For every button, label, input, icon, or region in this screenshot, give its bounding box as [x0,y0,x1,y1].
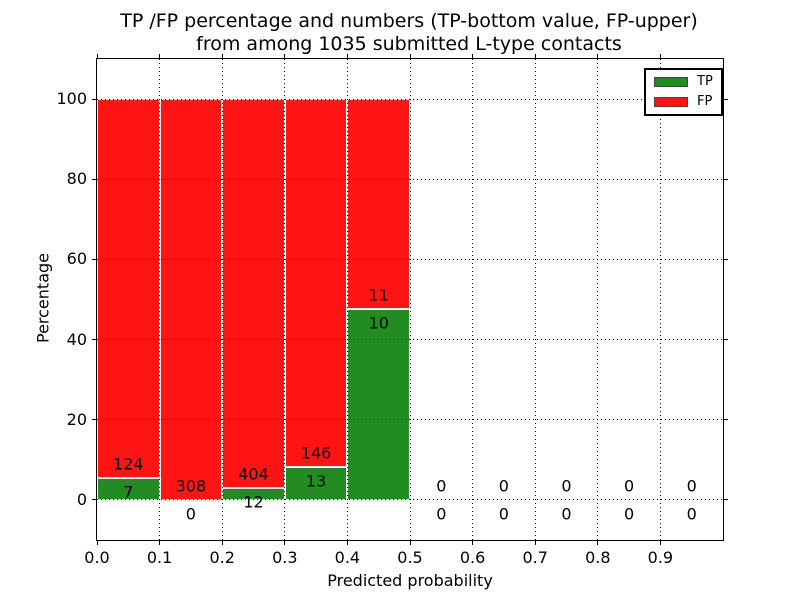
x-tick-mark [96,540,98,545]
x-gridline [534,59,536,540]
y-tick-label: 40 [66,329,87,349]
fp-bar-segment [159,99,223,500]
tp-count-label: 0 [498,504,509,524]
fp-bar-segment [97,99,160,479]
x-tick-label: 0.1 [146,548,173,567]
x-tick-label: 0.0 [84,548,110,567]
x-tick-mark [409,540,411,545]
x-tick-label: 0.7 [522,548,548,567]
x-tick-label: 0.4 [334,548,361,567]
x-gridline [597,59,599,540]
legend-item-fp: FP [654,95,713,109]
fp-count-label: 308 [175,476,207,496]
y-tick-mark-right [723,258,728,260]
tp-legend-label: TP [697,74,713,89]
fp-count-label: 0 [436,476,447,496]
y-tick-mark [92,339,97,341]
x-tick-mark-top [284,54,286,59]
tp-count-label: 0 [436,504,447,524]
tp-count-label: 12 [243,492,264,512]
tp-count-label: 0 [624,504,635,524]
x-tick-label: 0.9 [647,548,674,567]
fp-count-label: 0 [561,476,572,496]
x-tick-label: 0.5 [397,548,423,567]
x-tick-mark [221,540,223,545]
tp-bar-segment [347,309,410,500]
fp-count-label: 0 [624,476,635,496]
x-tick-mark-top [96,54,98,59]
y-tick-label: 80 [66,169,87,189]
x-tick-mark [159,540,161,545]
tp-count-label: 13 [305,471,327,491]
x-gridline [659,59,661,540]
x-tick-label: 0.3 [272,548,298,567]
fp-count-label: 0 [686,476,697,496]
x-gridline [472,59,474,540]
fp-count-label: 404 [238,464,269,484]
x-tick-mark [284,540,286,545]
y-tick-mark-right [723,98,728,100]
fp-bar-segment [347,99,410,310]
y-tick-label: 60 [66,249,87,269]
fp-count-label: 0 [498,476,509,496]
legend: TP FP [644,68,723,116]
plot-area: Predicted probability TP FP 124 7 308 0 404 1… [56,54,728,590]
x-tick-mark-top [534,54,536,59]
fp-count-label: 11 [368,285,389,305]
y-tick-label: 0 [76,489,87,509]
tp-count-label: 7 [123,482,134,502]
y-tick-label: 20 [66,409,87,429]
tp-count-label: 10 [368,313,389,333]
tp-count-label: 0 [686,504,697,524]
tp-count-label: 0 [185,504,196,524]
tp-legend-swatch [654,77,688,87]
x-tick-mark-top [659,54,661,59]
chart-title-line1: TP /FP percentage and numbers (TP-bottom… [120,10,698,32]
x-tick-label: 0.8 [585,548,611,567]
y-axis-label: Percentage [33,252,53,344]
x-tick-mark [659,540,661,545]
y-tick-mark [92,258,97,260]
x-tick-mark [472,540,474,545]
x-tick-label: 0.2 [209,548,235,567]
fp-bar-segment [284,99,348,468]
x-tick-mark [534,540,536,545]
fp-legend-label: FP [697,94,713,109]
chart-title: TP /FP percentage and numbers (TP-bottom… [96,10,722,56]
tp-count-label: 0 [561,504,572,524]
y-tick-mark-right [723,178,728,180]
y-tick-mark-right [723,499,728,501]
x-tick-mark-top [409,54,411,59]
x-tick-mark-top [346,54,348,59]
y-tick-mark [92,178,97,180]
x-tick-mark [597,540,599,545]
y-tick-mark-right [723,419,728,421]
x-tick-mark-top [472,54,474,59]
fp-legend-swatch [654,97,688,107]
x-tick-mark [346,540,348,545]
fp-bar-segment [222,99,285,489]
x-tick-mark-top [221,54,223,59]
x-tick-mark-top [159,54,161,59]
y-tick-mark [92,419,97,421]
fp-count-label: 124 [113,454,144,474]
fp-count-label: 146 [300,443,332,463]
y-tick-mark [92,98,97,100]
x-axis-label: Predicted probability [327,571,493,590]
y-tick-label: 100 [56,89,87,109]
legend-item-tp: TP [654,75,713,89]
chart-title-line2: from among 1035 submitted L-type contact… [196,33,622,55]
x-tick-label: 0.6 [459,548,486,567]
y-tick-mark [92,499,97,501]
x-tick-mark-top [597,54,599,59]
y-tick-mark-right [723,339,728,341]
